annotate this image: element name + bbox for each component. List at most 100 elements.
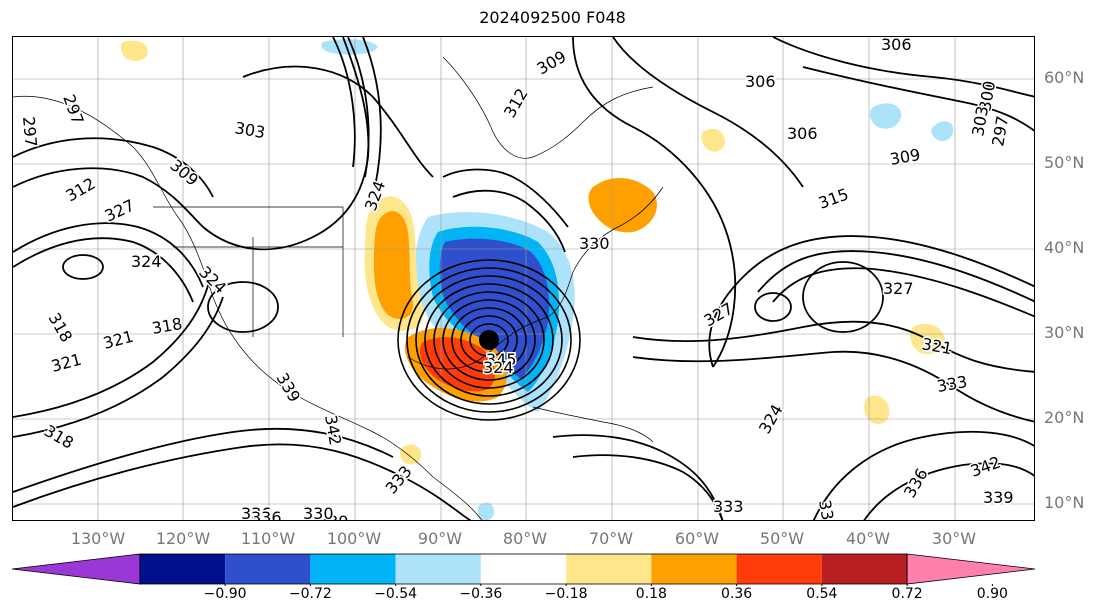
cyclone-contour-ring	[433, 291, 545, 389]
positive-anomaly-small	[701, 128, 725, 152]
negative-anomaly-small	[478, 502, 495, 520]
contour-line	[863, 462, 1034, 520]
contour-line	[708, 235, 1034, 368]
cyclone-contour-ring	[451, 307, 527, 373]
contour-line	[772, 267, 1034, 318]
contour-label: 318	[150, 314, 183, 338]
contour-label: 303	[968, 104, 992, 137]
longitude-label: 100°W	[326, 529, 382, 548]
positive-anomaly-northeast	[588, 177, 657, 233]
longitude-label: 40°W	[845, 529, 891, 548]
colorbar-tick-label: 0.18	[635, 586, 667, 602]
colorbar-segment	[566, 554, 652, 584]
contour-label: 333	[713, 497, 744, 516]
colorbar-segment	[310, 554, 396, 584]
longitude-label: 70°W	[588, 529, 634, 548]
cyclone-contour-ring	[397, 259, 581, 421]
colorbar-segment	[480, 554, 567, 584]
contour-line	[632, 320, 1034, 373]
contour-line	[572, 37, 737, 368]
colorbar-tick-label: −0.90	[203, 586, 247, 602]
longitude-label: 80°W	[502, 529, 548, 548]
longitude-label: 110°W	[240, 529, 296, 548]
contour-line	[347, 37, 370, 178]
colorbar-segment	[139, 554, 226, 584]
latitude-label: 50°N	[1044, 153, 1085, 172]
contour-label: 336	[241, 504, 272, 521]
contour-label: 339	[318, 512, 349, 521]
colorbar-segment	[651, 554, 737, 584]
positive-anomaly-small	[120, 40, 148, 61]
contour-label: 321	[920, 334, 953, 358]
contour-label: 324	[483, 358, 514, 377]
contour-line	[13, 137, 214, 198]
positive-anomaly-small	[400, 444, 422, 465]
negative-anomaly-small	[869, 103, 902, 129]
contour-line	[242, 65, 434, 178]
colorbar-segment	[821, 554, 908, 584]
longitude-label: 60°W	[674, 529, 720, 548]
contour-label: 342	[968, 452, 1003, 480]
contour-line	[442, 168, 569, 228]
latitude-label: 20°N	[1044, 408, 1085, 427]
cyclone-contour-ring	[424, 283, 554, 397]
contour-label: 297	[988, 114, 1012, 147]
contour-line	[757, 250, 1034, 303]
contour-line	[13, 281, 210, 418]
contour-line	[13, 237, 194, 303]
contour-label: 303	[233, 118, 266, 142]
latitude-label: 60°N	[1044, 68, 1085, 87]
colorbar-extend-low	[11, 553, 141, 585]
colorbar-segment	[736, 554, 822, 584]
map-panel: 306 306 306 309 309 303 300 297 297 309 312 315 324 3…	[12, 36, 1035, 521]
longitude-label: 120°W	[155, 529, 211, 548]
colorbar-tick-label: 0.72	[891, 586, 923, 602]
longitude-label: 50°W	[759, 529, 805, 548]
contour-line	[332, 37, 356, 168]
longitude-label: 90°W	[417, 529, 463, 548]
contour-label: 309	[534, 47, 570, 79]
contour-line	[362, 37, 382, 188]
contour-label: 324	[195, 262, 230, 297]
closed-contour	[207, 281, 279, 333]
cyclone-contour-ring	[460, 315, 518, 365]
negative-anomaly-small	[931, 121, 954, 142]
colorbar-tick-label: 0.36	[721, 586, 753, 602]
colorbar-segment	[225, 554, 311, 584]
contour-label: 330	[815, 498, 839, 521]
colorbar-extend-high	[906, 553, 1036, 585]
colorbar-tick-label: 0.54	[806, 586, 838, 602]
contour-label: 312	[63, 174, 99, 206]
cyclone-center-marker	[479, 330, 499, 350]
contour-label: 339	[273, 370, 305, 406]
colorbar-tick-label: −0.72	[288, 586, 332, 602]
cyclone-contour-ring	[469, 323, 509, 357]
contour-label: 324	[131, 252, 162, 271]
positive-anomaly-small	[864, 395, 890, 424]
contour-label: 333	[382, 462, 416, 498]
contour-label: 321	[101, 327, 135, 353]
contour-line	[802, 66, 1034, 132]
latitude-label: 10°N	[1044, 493, 1085, 512]
longitude-label: 30°W	[931, 529, 977, 548]
contour-label: 318	[41, 421, 77, 453]
contour-line	[452, 189, 566, 253]
contour-label: 327	[883, 279, 914, 298]
longitude-label: 130°W	[70, 529, 126, 548]
contour-label: 297	[59, 92, 87, 127]
contour-line	[13, 222, 204, 288]
contour-line	[812, 430, 1034, 520]
contour-label: 306	[745, 72, 776, 91]
colorbar-tick-label: −0.36	[459, 586, 503, 602]
contour-label: 333	[935, 372, 968, 396]
contour-label: 327	[102, 195, 138, 225]
contour-line	[632, 350, 1034, 423]
map-title: 2024092500 F048	[479, 8, 626, 27]
contour-label: 330	[303, 504, 334, 521]
contour-label: 306	[881, 37, 912, 54]
contour-lines	[13, 37, 1034, 520]
closed-contour	[802, 261, 884, 333]
contour-label: 336	[251, 508, 282, 521]
contour-label: 321	[49, 350, 83, 376]
